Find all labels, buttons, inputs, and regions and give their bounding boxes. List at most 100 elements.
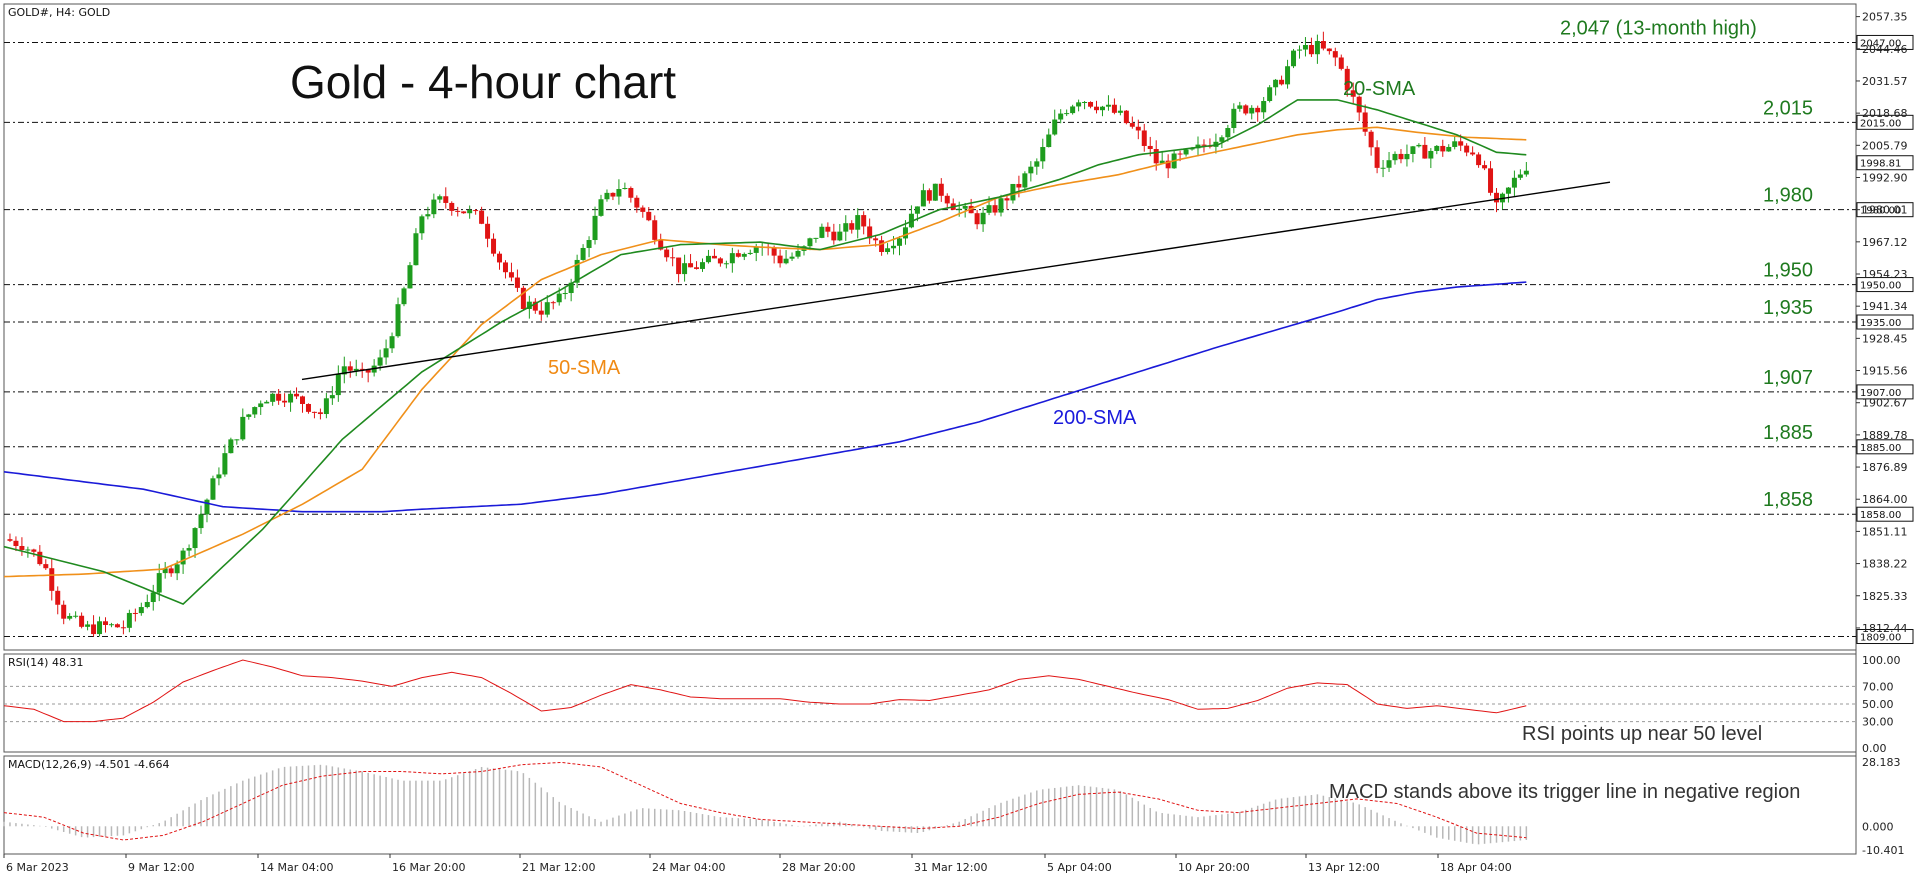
candle-bear [276, 389, 282, 405]
macd-note: MACD stands above its trigger line in ne… [1329, 781, 1800, 803]
candle-bull [1076, 99, 1082, 112]
candle-bear [514, 269, 520, 292]
candle-bull [1070, 104, 1076, 115]
level-label: 1,950 [1763, 260, 1813, 282]
candle-bear [120, 620, 126, 635]
candle-bull [747, 249, 753, 255]
candle-bull [729, 247, 735, 273]
time-tick-label: 28 Mar 20:00 [782, 861, 855, 874]
svg-text:1885.00: 1885.00 [1860, 443, 1901, 454]
candle-bull [419, 214, 425, 240]
price-tick-label: 2057.35 [1862, 11, 1908, 24]
candle-bear [443, 187, 449, 209]
candle-bull [126, 609, 132, 633]
candle-bear [861, 211, 867, 235]
candle-bull [604, 189, 610, 202]
candle-bull [1040, 138, 1046, 169]
macd-tick-label: 0.000 [1862, 820, 1894, 833]
candle-bull [1273, 78, 1279, 96]
candle-bear [1129, 116, 1135, 129]
macd-tick-label: -10.401 [1862, 844, 1904, 857]
price-tick-label: 2031.57 [1862, 75, 1908, 88]
candle-bull [1267, 85, 1273, 103]
candle-bear [717, 257, 723, 267]
chart-title: Gold - 4-hour chart [290, 56, 676, 108]
rsi-tick-label: 70.00 [1862, 680, 1894, 693]
candle-bull [920, 183, 926, 207]
candle-bull [544, 295, 550, 318]
candle-bear [508, 262, 514, 282]
price-tick-label: 1992.90 [1862, 171, 1908, 184]
candle-bull [1213, 133, 1219, 154]
candle-bear [538, 301, 544, 321]
candle-bear [1338, 54, 1344, 71]
candle-bull [323, 393, 329, 419]
candle-bull [67, 613, 73, 621]
candle-bear [502, 260, 508, 279]
candle-bull [592, 206, 598, 245]
candle-bear [491, 233, 497, 257]
candle-bull [192, 527, 198, 558]
candle-bear [1422, 137, 1428, 159]
time-tick-label: 14 Mar 04:00 [260, 861, 333, 874]
candle-bear [950, 198, 956, 211]
candle-bull [1517, 169, 1523, 181]
level-label: 1,885 [1763, 422, 1813, 444]
candle-bear [79, 612, 85, 629]
candle-bull [1046, 128, 1052, 148]
current-price-badge: 1998.81 [1856, 155, 1914, 171]
price-tick-label: 1889.78 [1862, 429, 1908, 442]
candle-bear [1320, 31, 1326, 51]
candle-bull [467, 205, 473, 219]
candle-bull [843, 215, 849, 241]
candle-bear [1243, 104, 1249, 116]
candle-bear [1141, 123, 1147, 152]
sma50-label: 50-SMA [548, 357, 621, 379]
symbol-header: GOLD#, H4: GOLD [8, 6, 110, 19]
sma200-label: 200-SMA [1053, 407, 1137, 429]
candle-bull [73, 611, 79, 619]
candle-bear [365, 368, 371, 383]
candle-bull [222, 444, 228, 477]
candle-bear [1398, 149, 1404, 164]
candle-bull [580, 244, 586, 261]
candle-bull [908, 205, 914, 229]
horizontal-levels: 2047.00 2,047 (13-month high) 2015.00 2,015… [4, 17, 1914, 645]
candle-bear [694, 261, 700, 270]
candle-bear [688, 254, 694, 268]
candle-bear [294, 387, 300, 400]
candle-bear [1494, 188, 1499, 213]
candle-bear [1440, 139, 1446, 157]
candle-bear [664, 246, 670, 262]
candle-bull [1028, 161, 1034, 182]
candle-bear [19, 537, 25, 556]
candle-bull [138, 602, 144, 616]
trendline [301, 181, 1611, 381]
candle-bear [305, 403, 311, 414]
candle-bear [347, 361, 353, 378]
svg-text:1980.00: 1980.00 [1860, 206, 1901, 217]
candle-bull [1505, 187, 1511, 203]
svg-text:1907.00: 1907.00 [1860, 388, 1901, 399]
candle-bull [932, 183, 938, 201]
rsi-tick-label: 100.00 [1862, 654, 1901, 667]
candle-bull [1117, 105, 1123, 116]
time-tick-label: 5 Apr 04:00 [1047, 861, 1112, 874]
price-tick-label: 1954.23 [1862, 268, 1908, 281]
candle-bear [1111, 98, 1117, 115]
candle-bull [682, 254, 688, 282]
candle-bull [1195, 136, 1201, 157]
candle-bull [383, 339, 389, 365]
candle-bull [1034, 158, 1040, 175]
candle-bull [150, 584, 156, 611]
candle-bull [1499, 192, 1505, 210]
candle-bull [723, 260, 729, 269]
rsi-note: RSI points up near 50 level [1522, 723, 1762, 745]
time-tick-label: 18 Apr 04:00 [1440, 861, 1512, 874]
candle-bull [1386, 151, 1392, 172]
candle-bull [783, 250, 789, 265]
level-price-badge: 1907.00 [1856, 384, 1914, 400]
candle-bull [210, 475, 216, 500]
candle-bear [1464, 143, 1470, 157]
candle-bull [562, 287, 568, 300]
